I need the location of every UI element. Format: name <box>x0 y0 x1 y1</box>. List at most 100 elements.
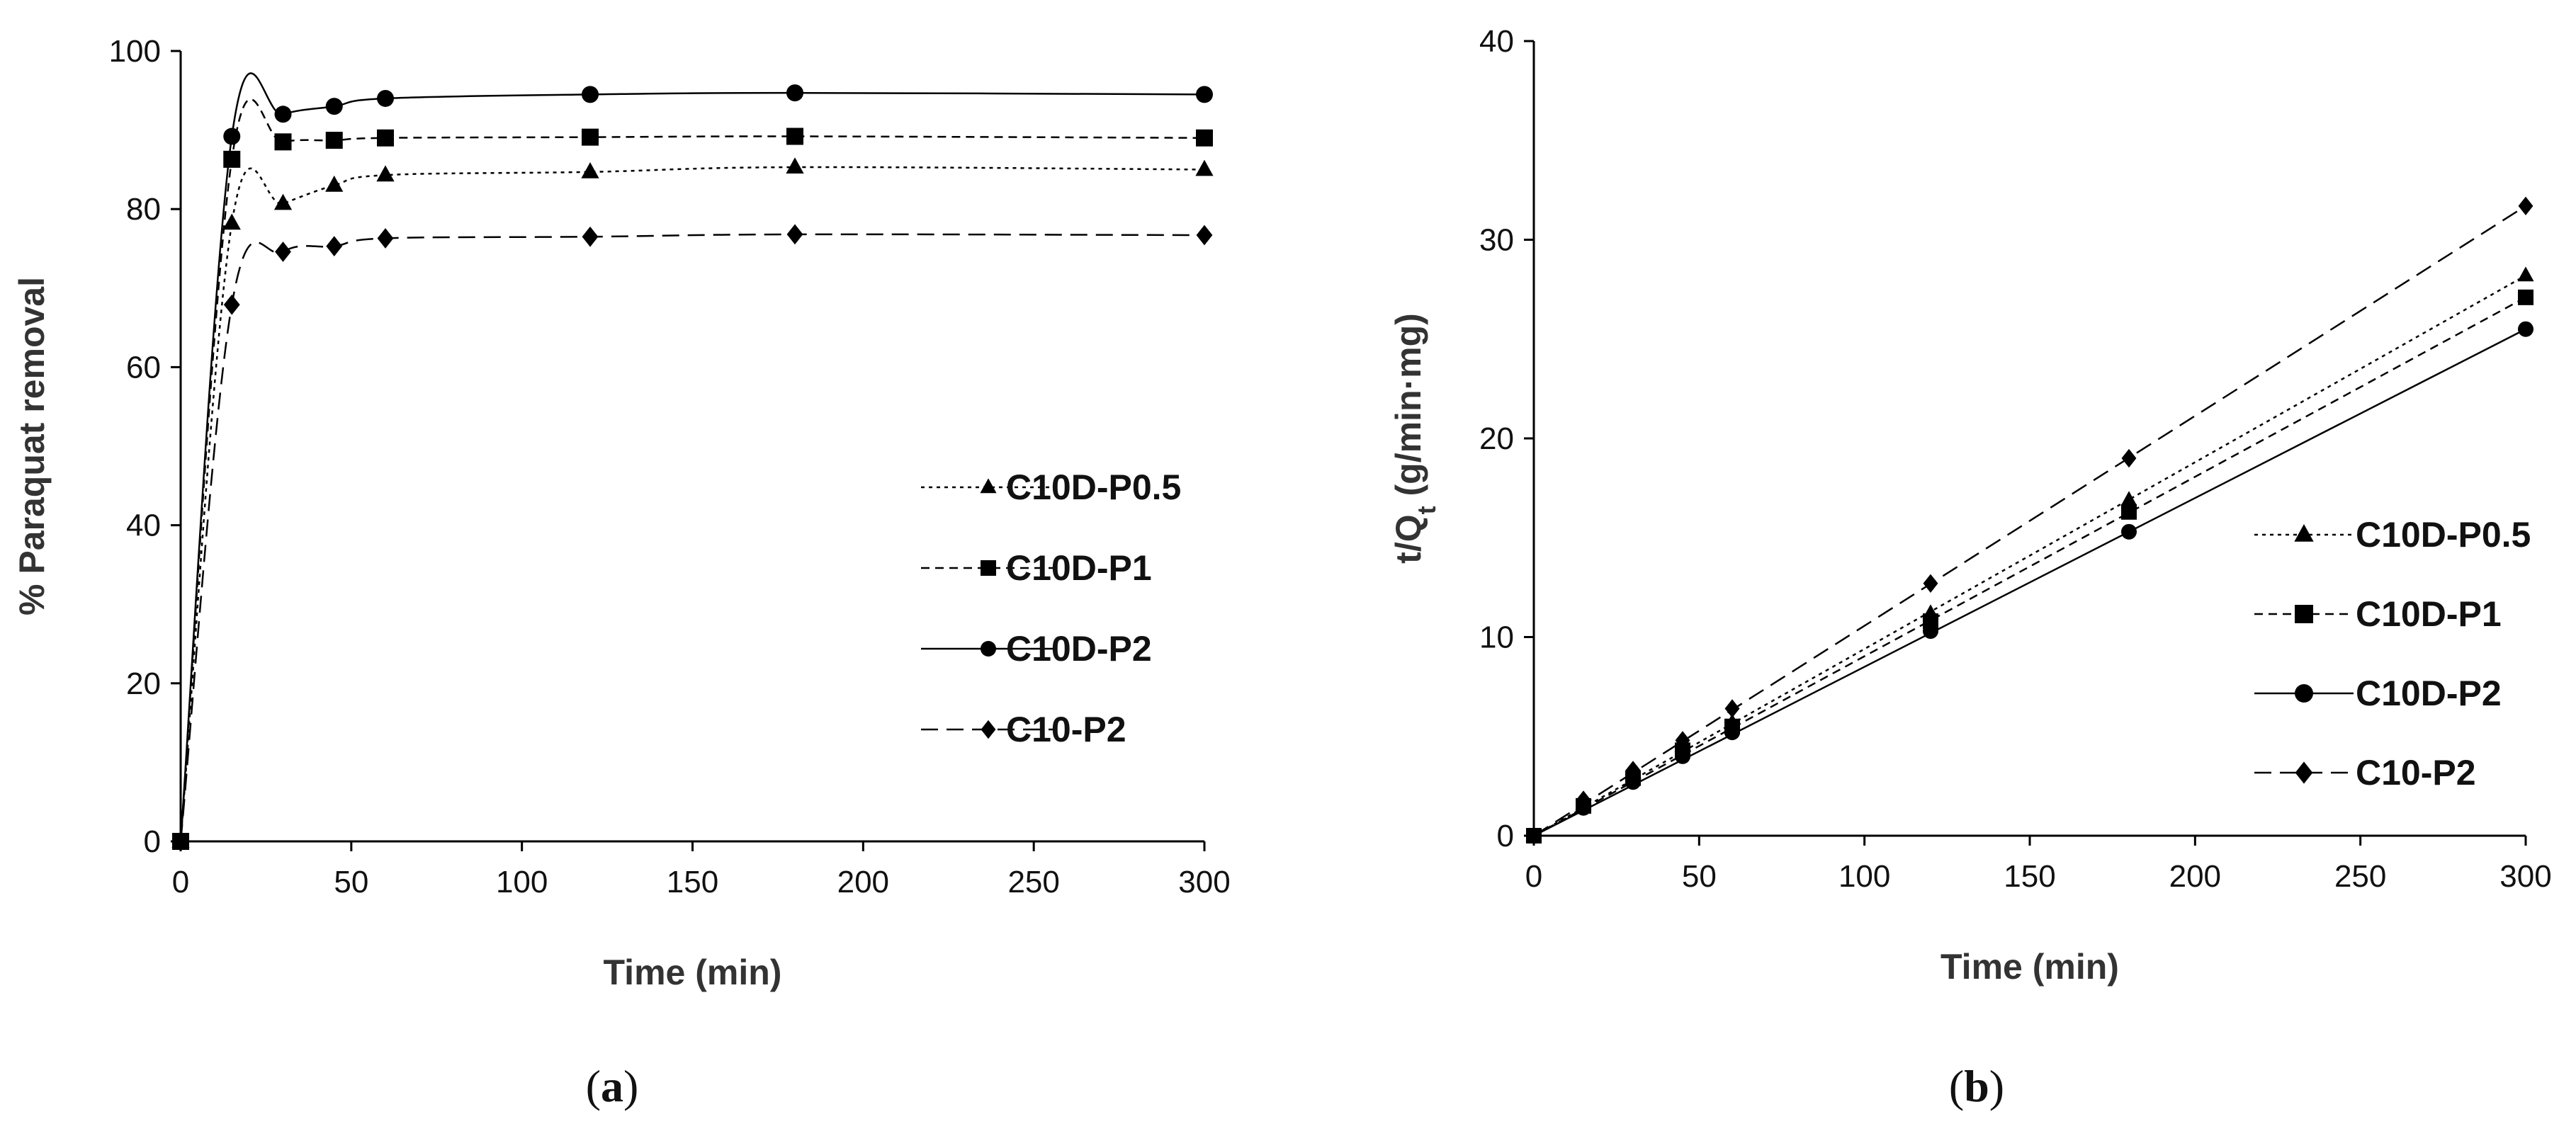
data-point <box>1675 731 1690 750</box>
data-point <box>325 98 343 115</box>
data-point <box>275 242 291 262</box>
legend-label: C10D-P0.5 <box>1006 467 1181 507</box>
data-point <box>2518 321 2533 337</box>
data-point <box>1196 86 1213 103</box>
data-point <box>2518 289 2533 305</box>
x-tick-label: 300 <box>1178 865 1230 899</box>
legend-marker <box>981 560 996 576</box>
legend-marker <box>980 478 997 494</box>
data-point <box>377 228 394 249</box>
legend-entry: C10-P2 <box>921 710 1126 749</box>
legend-marker <box>981 720 996 739</box>
data-point <box>786 157 804 174</box>
x-axis-title: Time (min) <box>1941 947 2119 987</box>
data-point <box>582 86 599 103</box>
x-tick-label: 100 <box>496 865 548 899</box>
series-line <box>179 72 1205 842</box>
data-point <box>1675 748 1690 764</box>
data-point <box>274 133 292 151</box>
data-point <box>2518 196 2533 216</box>
legend-marker <box>981 641 996 657</box>
y-tick-label: 80 <box>126 192 161 227</box>
data-point <box>1526 826 1542 846</box>
data-point <box>325 175 344 192</box>
panel-b: 0 10 20 30 40 0 50 100 150 200 250 300 Time (min) t/Q… <box>1389 24 2552 987</box>
data-point <box>1724 699 1740 718</box>
x-tick-label: 300 <box>2499 859 2551 894</box>
data-point <box>1923 623 1938 640</box>
data-point <box>1625 761 1641 780</box>
y-tick-label: 40 <box>126 509 161 543</box>
data-point <box>1724 725 1740 741</box>
series-line <box>1533 205 2526 837</box>
data-point <box>1576 790 1591 810</box>
legend-entry: C10D-P0.5 <box>2254 515 2531 555</box>
data-point <box>326 236 343 257</box>
data-point <box>377 89 394 107</box>
data-point <box>581 161 599 178</box>
data-point <box>325 132 343 149</box>
x-tick-label: 0 <box>1525 859 1542 894</box>
x-tick-label: 250 <box>2334 859 2386 894</box>
data-point <box>274 106 292 123</box>
x-tick-label: 0 <box>172 865 189 899</box>
data-point <box>582 226 599 247</box>
x-tick-label: 200 <box>2169 859 2221 894</box>
panel-a-caption: (a) <box>586 1061 639 1111</box>
data-point <box>223 294 240 315</box>
legend-entry: C10-P2 <box>2254 753 2476 793</box>
y-tick-label: 20 <box>1479 421 1514 456</box>
x-tick-label: 250 <box>1007 865 1059 899</box>
data-point <box>2120 491 2137 506</box>
series-C10D-P0.5 <box>171 157 1214 848</box>
series-C10-P2 <box>1526 196 2533 846</box>
data-point <box>582 128 599 146</box>
data-point <box>273 193 293 210</box>
y-tick-label: 0 <box>144 824 161 859</box>
y-tick-label: 100 <box>109 34 161 69</box>
data-point <box>223 127 241 145</box>
legend-label: C10D-P2 <box>1006 629 1152 669</box>
data-point <box>222 213 241 230</box>
data-point <box>786 224 803 245</box>
y-tick-label: 20 <box>126 666 161 701</box>
y-tick-label: 0 <box>1497 819 1514 853</box>
data-point <box>1196 225 1213 246</box>
legend-marker <box>2294 524 2314 542</box>
x-tick-label: 50 <box>1682 859 1717 894</box>
x-tick-label: 150 <box>667 865 718 899</box>
legend-entry: C10D-P0.5 <box>921 467 1181 507</box>
legend-label: C10-P2 <box>1006 710 1126 749</box>
data-point <box>786 84 803 102</box>
legend-label: C10D-P1 <box>1006 548 1152 588</box>
x-tick-label: 200 <box>837 865 889 899</box>
y-tick-label: 10 <box>1479 620 1514 655</box>
data-point <box>172 831 189 852</box>
series-C10D-P1 <box>172 98 1213 850</box>
y-tick-label: 60 <box>126 350 161 385</box>
panel-b-caption: (b) <box>1949 1061 2004 1111</box>
legend-marker <box>2295 605 2313 623</box>
y-axis-title: % Paraquat removal <box>12 277 52 615</box>
data-point <box>223 150 241 168</box>
legend-entry: C10D-P2 <box>921 629 1152 669</box>
series-line <box>1533 328 2526 837</box>
data-point <box>2517 266 2534 282</box>
legend-entry: C10D-P1 <box>921 548 1152 588</box>
data-point <box>377 129 394 147</box>
data-point <box>1195 159 1214 176</box>
x-tick-label: 50 <box>334 865 368 899</box>
data-point <box>2121 448 2137 468</box>
y-tick-label: 40 <box>1479 24 1514 59</box>
data-point <box>2121 523 2137 540</box>
data-point <box>2121 504 2137 520</box>
y-axis-title: t/Qt (g/min·mg) <box>1389 313 1441 564</box>
legend-entry: C10D-P1 <box>2254 594 2502 634</box>
y-tick-label: 30 <box>1479 223 1514 258</box>
series-C10-P2 <box>172 224 1213 852</box>
legend-label: C10D-P2 <box>2356 674 2502 713</box>
x-axis-title: Time (min) <box>604 953 782 992</box>
legend-marker <box>2295 761 2313 784</box>
series-line <box>179 233 1205 842</box>
